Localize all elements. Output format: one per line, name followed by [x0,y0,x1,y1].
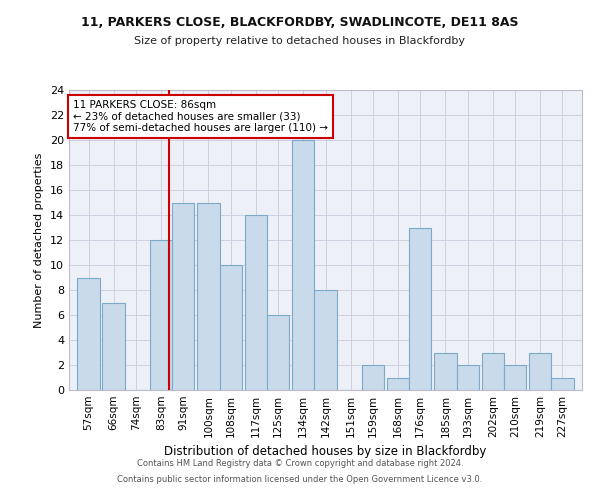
Bar [292,140,314,390]
Bar [457,365,479,390]
X-axis label: Distribution of detached houses by size in Blackfordby: Distribution of detached houses by size … [164,446,487,458]
Bar [409,228,431,390]
Bar [150,240,172,390]
Text: Contains HM Land Registry data © Crown copyright and database right 2024.: Contains HM Land Registry data © Crown c… [137,460,463,468]
Bar [172,202,194,390]
Bar [529,352,551,390]
Text: Size of property relative to detached houses in Blackfordby: Size of property relative to detached ho… [134,36,466,46]
Bar [504,365,526,390]
Bar [362,365,384,390]
Bar [220,265,242,390]
Bar [245,215,267,390]
Y-axis label: Number of detached properties: Number of detached properties [34,152,44,328]
Bar [267,315,289,390]
Bar [482,352,504,390]
Bar [314,290,337,390]
Text: Contains public sector information licensed under the Open Government Licence v3: Contains public sector information licen… [118,474,482,484]
Bar [434,352,457,390]
Bar [197,202,220,390]
Bar [103,302,125,390]
Bar [77,278,100,390]
Bar [387,378,409,390]
Bar [551,378,574,390]
Text: 11, PARKERS CLOSE, BLACKFORDBY, SWADLINCOTE, DE11 8AS: 11, PARKERS CLOSE, BLACKFORDBY, SWADLINC… [81,16,519,29]
Text: 11 PARKERS CLOSE: 86sqm
← 23% of detached houses are smaller (33)
77% of semi-de: 11 PARKERS CLOSE: 86sqm ← 23% of detache… [73,100,328,133]
